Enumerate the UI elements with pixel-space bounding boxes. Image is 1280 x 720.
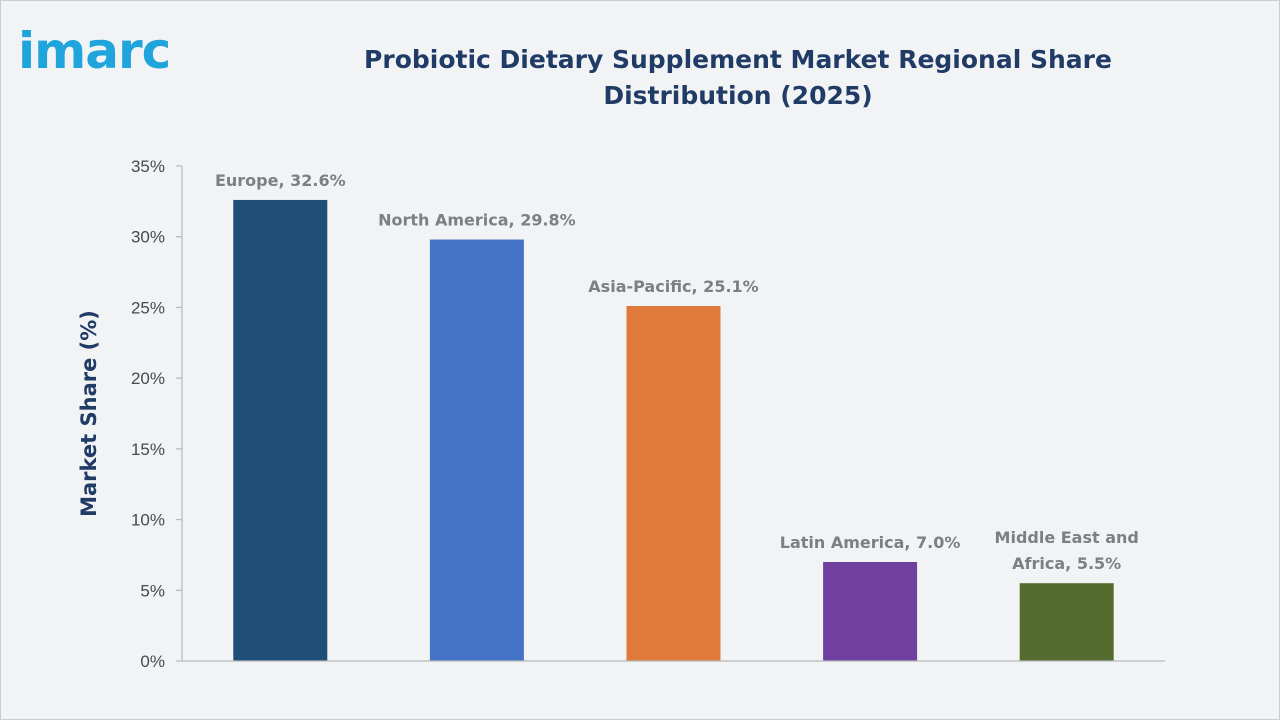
bars-group <box>233 199 1114 662</box>
bar-asia-pacific <box>626 306 721 661</box>
y-tick-label: 0% <box>140 652 165 671</box>
data-labels-group: Europe, 32.6% North America, 29.8% Asia-Pa… <box>215 171 1139 573</box>
bar-latin-america <box>823 562 918 661</box>
data-label: Europe, 32.6% <box>215 171 346 190</box>
y-tick-label: 25% <box>131 298 165 317</box>
y-tick-label: 5% <box>140 581 165 600</box>
y-axis: 0% 5% 10% 15% 20% 25% 30% 35% <box>131 157 182 671</box>
y-tick-label: 35% <box>131 157 165 176</box>
data-label: Asia-Pacific, 25.1% <box>588 277 758 296</box>
bar-middle-east-and-africa <box>1019 583 1114 661</box>
y-tick-label: 30% <box>131 228 165 247</box>
y-axis-label: Market Share (%) <box>77 310 101 517</box>
chart-title: Probiotic Dietary Supplement Market Regi… <box>364 45 1112 110</box>
data-label: Middle East and Africa, 5.5% <box>995 528 1139 573</box>
data-label: North America, 29.8% <box>378 211 576 230</box>
bar-europe <box>233 199 328 661</box>
bar-north-america <box>429 239 524 662</box>
y-tick-label: 10% <box>131 511 165 530</box>
data-label: Latin America, 7.0% <box>780 533 961 552</box>
imarc-logo: imarc <box>18 22 171 80</box>
y-tick-label: 20% <box>131 369 165 388</box>
y-tick-label: 15% <box>131 440 165 459</box>
